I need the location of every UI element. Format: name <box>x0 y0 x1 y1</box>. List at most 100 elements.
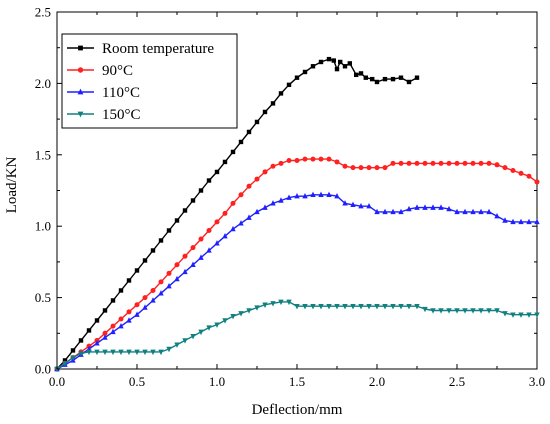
data-point <box>254 305 260 311</box>
data-point <box>430 308 436 314</box>
x-tick-label: 0.5 <box>129 374 145 389</box>
data-point <box>382 303 388 310</box>
data-point <box>126 278 132 283</box>
data-point <box>302 69 308 75</box>
data-point <box>502 311 508 317</box>
data-point <box>214 219 220 225</box>
data-point <box>310 303 316 310</box>
data-point <box>354 72 359 78</box>
data-point <box>334 193 340 199</box>
data-point <box>150 349 156 356</box>
data-point <box>238 311 244 317</box>
data-point <box>350 303 356 310</box>
data-point <box>278 299 284 306</box>
data-point <box>302 156 308 162</box>
data-point <box>334 159 340 165</box>
data-point <box>126 317 132 323</box>
data-point <box>198 254 204 260</box>
data-point <box>470 160 476 166</box>
legend-swatch-marker <box>78 45 83 51</box>
data-point <box>134 311 140 317</box>
data-point <box>494 162 500 168</box>
data-point <box>214 322 220 328</box>
legend-label: 150°C <box>102 107 141 123</box>
data-point <box>494 213 500 219</box>
data-point <box>102 349 108 356</box>
data-point <box>222 159 228 165</box>
x-tick-label: 0.0 <box>49 374 65 389</box>
legend-label: 110°C <box>102 85 140 101</box>
data-point <box>374 303 380 310</box>
legend-layer: Room temperature 90°C 110°C 150°C <box>61 33 238 129</box>
data-point <box>398 160 404 166</box>
data-point <box>142 295 148 301</box>
data-point <box>94 349 100 356</box>
data-point <box>246 129 252 135</box>
data-point <box>462 308 468 314</box>
y-tick-label: 0.0 <box>35 362 51 377</box>
data-point <box>398 208 404 215</box>
data-point <box>158 279 164 285</box>
x-tick-label: 2.0 <box>369 374 385 389</box>
data-point <box>166 228 172 233</box>
data-point <box>286 299 292 306</box>
legend-label: Room temperature <box>102 41 214 57</box>
data-point <box>206 247 212 253</box>
data-point <box>406 79 412 85</box>
x-tick-label: 2.5 <box>449 374 465 389</box>
data-point <box>110 349 116 356</box>
data-point <box>430 204 436 210</box>
y-axis-title: Load/KN <box>4 157 20 214</box>
legend-label: 90°C <box>102 63 133 79</box>
data-point <box>102 330 108 336</box>
data-point <box>358 303 364 310</box>
data-point <box>294 75 300 80</box>
data-point <box>246 183 252 189</box>
data-point <box>86 349 92 356</box>
data-point <box>286 158 292 164</box>
data-point <box>446 205 452 212</box>
data-point <box>166 282 172 289</box>
y-tick-label: 2.0 <box>35 76 51 91</box>
data-point <box>502 217 508 223</box>
data-point <box>278 160 284 166</box>
data-point <box>338 59 343 65</box>
data-point <box>342 64 348 69</box>
data-point <box>150 287 156 293</box>
data-point <box>62 361 68 367</box>
data-point <box>230 225 236 232</box>
data-point <box>102 308 108 313</box>
data-point <box>342 200 348 206</box>
data-point <box>390 208 396 215</box>
data-point <box>326 191 332 197</box>
data-point <box>270 200 276 206</box>
data-point <box>331 58 336 63</box>
series-layer <box>54 56 540 373</box>
data-point <box>302 303 308 310</box>
data-point <box>302 193 308 199</box>
data-point <box>406 205 412 212</box>
data-point <box>406 303 412 310</box>
data-point <box>230 200 236 206</box>
data-point <box>310 156 316 162</box>
data-point <box>262 169 268 175</box>
data-point <box>206 325 212 331</box>
data-point <box>310 191 316 197</box>
y-tick-label: 2.5 <box>35 5 51 20</box>
data-point <box>174 262 180 268</box>
data-point <box>374 165 380 171</box>
data-point <box>446 308 452 314</box>
data-point <box>174 342 180 348</box>
data-point <box>262 204 268 210</box>
data-point <box>214 240 220 246</box>
data-point <box>158 290 164 296</box>
data-point <box>526 312 532 318</box>
data-point <box>278 91 284 96</box>
data-point <box>318 156 324 162</box>
data-point <box>278 197 284 203</box>
data-point <box>478 208 484 215</box>
data-point <box>454 208 460 215</box>
data-point <box>454 308 460 314</box>
data-point <box>347 61 352 66</box>
